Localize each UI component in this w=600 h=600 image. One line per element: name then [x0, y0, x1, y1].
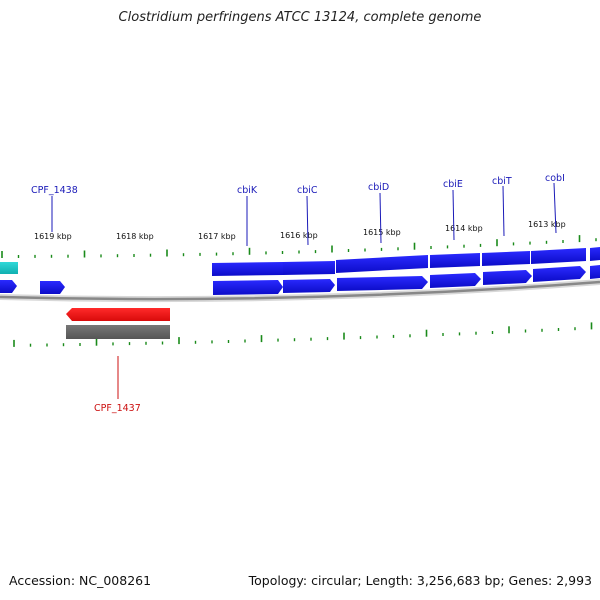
gene-label-cbiD[interactable]: cbiD: [368, 182, 389, 193]
gray-feature-block[interactable]: [66, 325, 170, 339]
inner-tick-row: [13, 322, 593, 347]
gene-label-cbiC[interactable]: cbiC: [297, 185, 318, 196]
gene-arrow-cbiC[interactable]: [283, 279, 335, 293]
gene-arrow-cbiE[interactable]: [430, 273, 481, 288]
scale-label-1618: 1618 kbp: [116, 232, 154, 241]
gene-block-edge[interactable]: [590, 247, 600, 261]
gene-block-cbiK[interactable]: [212, 262, 283, 276]
map-title: Clostridium perfringens ATCC 13124, comp…: [118, 10, 482, 25]
gene-label-CPF_1438[interactable]: CPF_1438: [31, 185, 78, 196]
gene-block-cbiC[interactable]: [283, 261, 335, 275]
gene-block-cbiD[interactable]: [336, 255, 428, 273]
scale-label-1617: 1617 kbp: [198, 232, 236, 241]
gene-arrow-cobI[interactable]: [533, 266, 586, 282]
gene-block-cbiE[interactable]: [430, 253, 480, 268]
cds-feature-cyan[interactable]: [0, 262, 18, 274]
scale-label-1619: 1619 kbp: [34, 232, 72, 241]
leader-line-cbiE: [452, 189, 455, 241]
gene-arrow-cbiK[interactable]: [213, 280, 283, 295]
gene-label-cbiK[interactable]: cbiK: [237, 185, 258, 196]
gene-label-cbiT[interactable]: cbiT: [492, 176, 512, 187]
accession-text: Accession: NC_008261: [9, 573, 152, 588]
gene-label-cobI[interactable]: cobI: [545, 173, 565, 184]
gene-arrow-CPF_1437[interactable]: [66, 308, 170, 321]
leader-line-cbiT: [502, 185, 505, 237]
gene-arrow-cbiD[interactable]: [337, 276, 428, 291]
genome-backbone: [0, 280, 600, 301]
scale-label-1615: 1615 kbp: [363, 228, 401, 237]
leader-line-cobI: [553, 182, 557, 234]
scale-label-1613: 1613 kbp: [528, 220, 566, 229]
gene-block-cobI[interactable]: [531, 248, 586, 264]
gene-arrow-right-edge[interactable]: [590, 265, 600, 279]
outer-tick-row: [1, 235, 597, 258]
gene-arrow-left-edge[interactable]: [0, 280, 17, 293]
gene-label-CPF_1437[interactable]: CPF_1437: [94, 403, 141, 414]
leader-line-cbiD: [379, 192, 382, 244]
leader-line-cbiC: [306, 195, 309, 246]
gene-block-cbiT[interactable]: [482, 251, 530, 266]
genome-summary-text: Topology: circular; Length: 3,256,683 bp…: [248, 573, 592, 588]
gene-label-cbiE[interactable]: cbiE: [443, 179, 463, 190]
gene-arrow-cbiT[interactable]: [483, 270, 532, 285]
scale-label-1614: 1614 kbp: [445, 224, 483, 233]
scale-label-1616: 1616 kbp: [280, 231, 318, 240]
gene-arrow-CPF_1438[interactable]: [40, 281, 65, 294]
